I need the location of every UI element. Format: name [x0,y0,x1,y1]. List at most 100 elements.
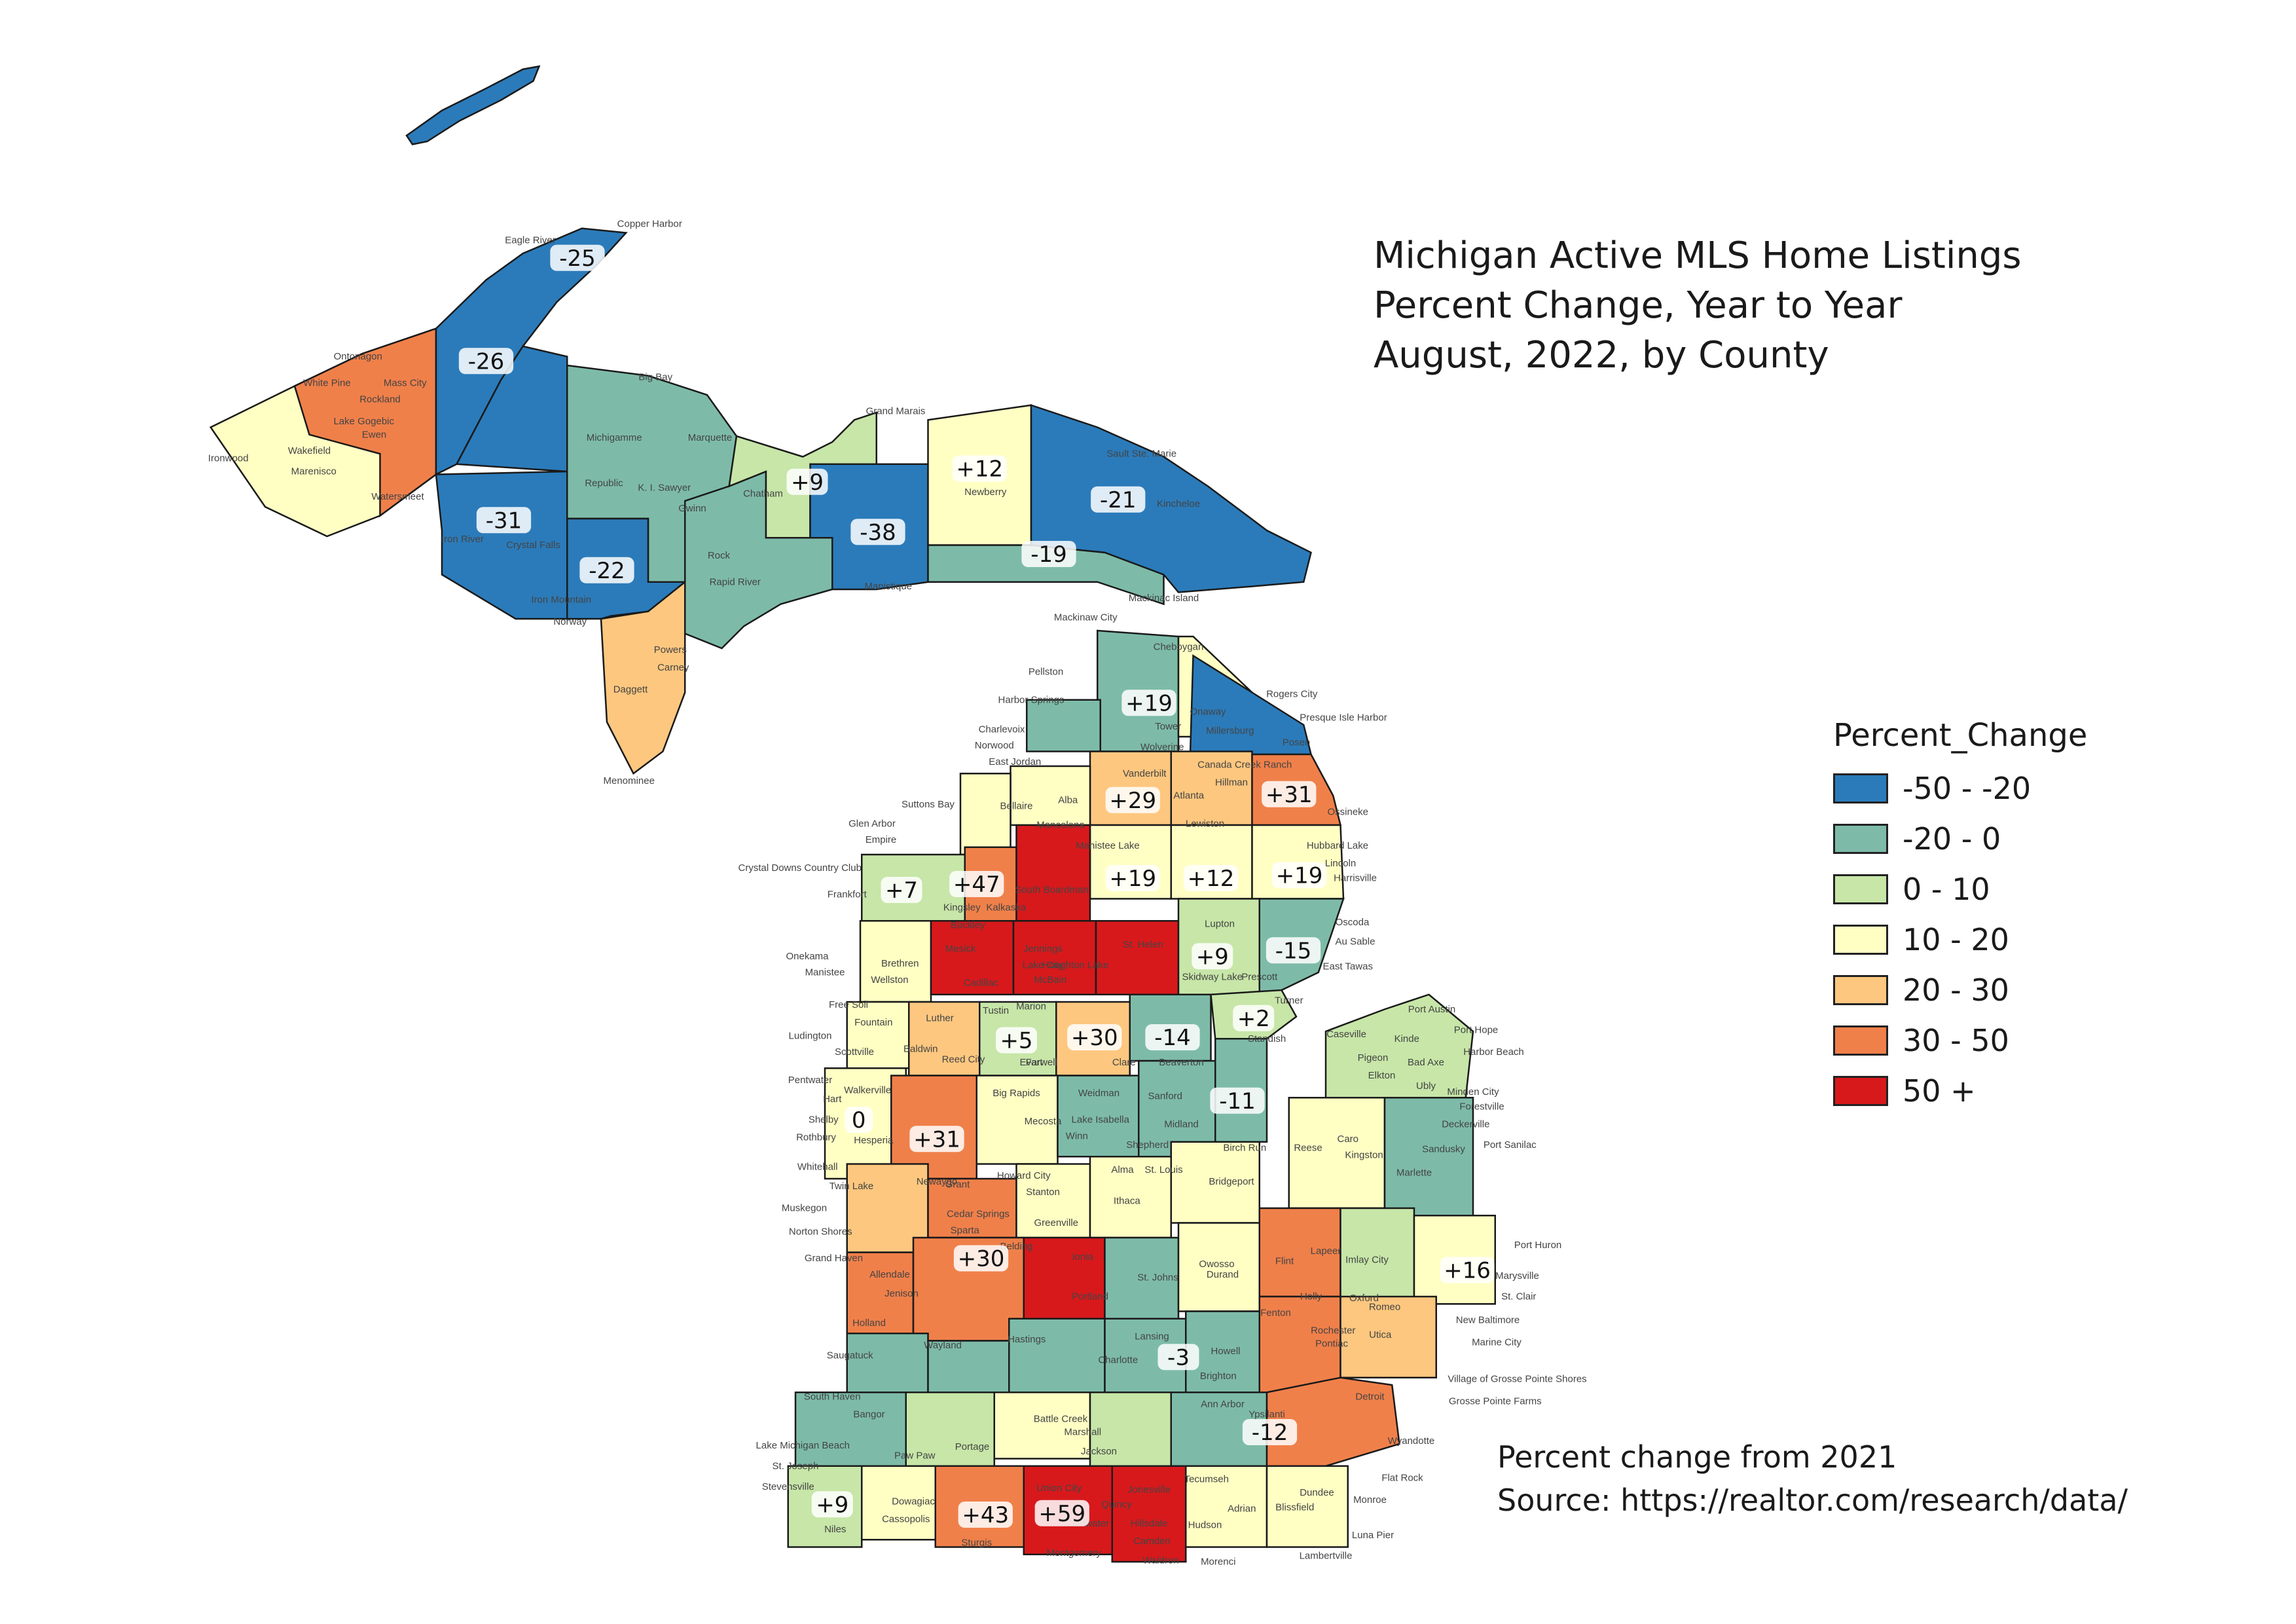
county-value-background [1091,486,1146,513]
place-label: Cedar Springs [947,1209,1010,1220]
place-label: Turner [1275,995,1303,1006]
place-label: Flat Rock [1381,1472,1423,1483]
county-value-background [850,519,905,545]
place-label: Brethren [881,958,919,969]
county-value-label: +31 [1266,782,1313,808]
county-value-background [909,1126,964,1153]
place-label: Elkton [1368,1070,1396,1081]
county-value-background [1266,937,1321,964]
place-label: Wayland [924,1340,962,1351]
place-label: Walkerville [844,1085,891,1096]
county-value-label: +9 [1196,944,1229,970]
place-label: Carney [657,662,689,673]
place-label: Kingston [1345,1150,1383,1161]
place-label: Rapid River [710,576,761,587]
county-value-label: -26 [468,348,505,375]
county-value-background [958,1502,1013,1528]
place-label: Portage [955,1441,990,1452]
county-polygon [1266,1465,1349,1548]
legend-swatch [1833,1075,1888,1106]
place-label: St. Louis [1144,1164,1182,1175]
place-label: Stevensville [762,1481,814,1492]
place-label: Rockland [359,394,401,405]
county-value-label: +19 [1125,690,1173,716]
place-label: Shepherd [1126,1139,1169,1151]
legend-item: 30 - 50 [1833,1015,2087,1065]
county-value-label: +9 [816,1492,848,1518]
county-value-label: +9 [791,470,824,496]
county-polygon [846,1001,910,1069]
place-label: Rogers City [1266,688,1318,699]
place-label: Lewiston [1186,818,1224,829]
place-label: Newberry [964,487,1007,498]
place-label: Suttons Bay [902,799,955,810]
place-label: East Jordan [989,756,1041,767]
place-label: Atlanta [1173,790,1204,802]
place-label: Sparta [951,1225,980,1236]
place-label: Presque Isle Harbor [1300,712,1387,723]
place-label: Mackinac Island [1129,593,1199,604]
place-label: Marine City [1472,1337,1522,1348]
place-label: Pentwater [788,1075,833,1086]
legend-label: 30 - 50 [1903,1022,2009,1058]
place-label: Iron River [441,534,484,545]
place-label: Newaygo [917,1176,958,1187]
place-label: Farwell [1026,1057,1057,1068]
place-label: Village of Grosse Pointe Shores [1448,1374,1586,1385]
legend-item: 10 - 20 [1833,914,2087,965]
place-label: Manistique [864,581,912,592]
county-polygon [794,1392,907,1467]
legend-label: 20 - 30 [1903,972,2009,1008]
place-label: Port Hope [1454,1024,1499,1035]
place-label: Bellaire [1000,800,1032,811]
county-value-label: -15 [1275,938,1312,964]
place-label: Ironwood [208,452,249,464]
place-label: Crystal Falls [506,540,560,551]
place-label: Caseville [1326,1029,1366,1040]
legend-label: -50 - -20 [1903,770,2032,806]
place-label: Romeo [1369,1301,1400,1312]
place-label: Ionia [1072,1251,1093,1263]
county-value-background [458,348,514,375]
place-label: Hubbard Lake [1307,840,1368,851]
place-label: Onaway [1190,706,1226,717]
place-label: Harbor Beach [1463,1046,1524,1058]
place-label: Chatham [743,488,783,499]
map-title-line-1: Michigan Active MLS Home Listings [1374,234,2022,277]
place-label: Hillsdale [1131,1518,1168,1529]
county-value-label: +31 [913,1126,960,1153]
place-label: Lake Michigan Beach [756,1440,850,1451]
place-label: New Baltimore [1456,1315,1520,1326]
county-value-background [952,455,1007,482]
place-label: Ontonagon [334,351,382,362]
place-label: Hart [823,1094,842,1105]
place-label: Big Bay [638,372,672,383]
place-label: Cadillac [964,977,999,988]
place-label: Big Rapids [993,1088,1040,1099]
place-label: Cassopolis [882,1513,930,1524]
county-polygon [1026,699,1101,752]
place-label: Portland [1072,1291,1108,1302]
place-label: Howard City [997,1170,1051,1181]
place-label: Republic [585,478,623,489]
legend-swatch [1833,924,1888,955]
place-label: Battle Creek [1034,1413,1088,1424]
county-value-label: +29 [1109,788,1156,814]
place-label: Buckley [951,920,985,931]
legend-item: 0 - 10 [1833,864,2087,914]
place-label: Sandusky [1422,1144,1465,1155]
isle-royale-polygon [405,65,541,145]
legend-items: -50 - -20 -20 - 0 0 - 10 10 - 20 20 - 30 30 -… [1833,763,2087,1116]
place-label: Lansing [1135,1331,1169,1342]
county-value-background [1242,1419,1298,1445]
place-label: Norwood [975,740,1014,751]
place-label: Union City [1036,1483,1082,1494]
place-label: Blissfield [1275,1502,1314,1513]
place-label: Adrian [1228,1504,1256,1515]
place-label: Kingsley [943,902,981,913]
place-label: Sault Ste. Marie [1106,449,1176,460]
place-label: Jonesville [1127,1484,1171,1495]
county-value-background [949,871,1004,897]
county-value-label: -19 [1030,542,1067,568]
